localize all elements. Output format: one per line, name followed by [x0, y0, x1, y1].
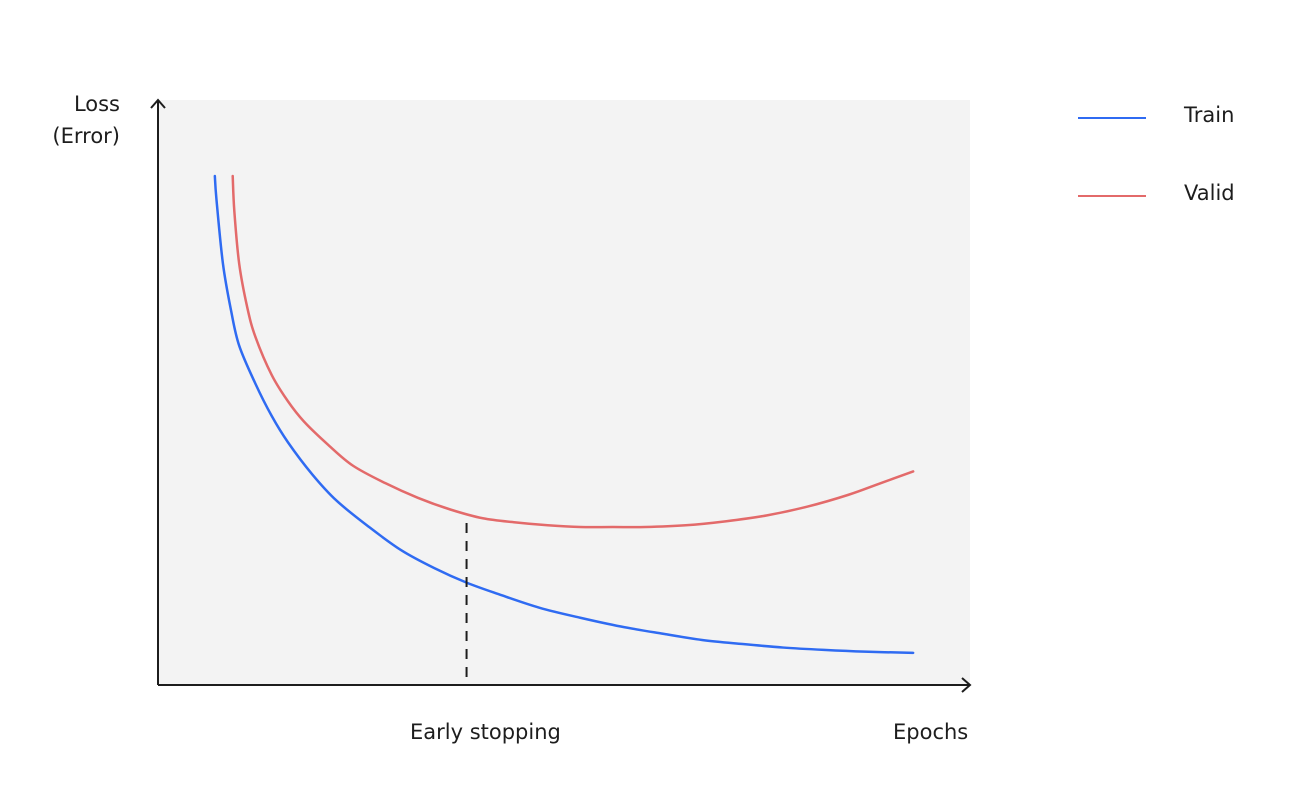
y-axis-arrow	[150, 98, 166, 109]
y-axis-label-line-2: (Error)	[52, 124, 120, 148]
y-axis-label-line-1: Loss	[73, 92, 120, 116]
early-stopping-label: Early stopping	[410, 720, 561, 744]
legend-label-train: Train	[1184, 103, 1235, 127]
plot-background	[158, 100, 970, 685]
axes	[150, 98, 972, 693]
x-axis-label: Epochs	[893, 720, 969, 744]
series-line-valid	[231, 174, 915, 529]
legend-swatch-valid	[1078, 195, 1146, 197]
y-axis-label: Loss (Error)	[40, 88, 120, 152]
series-lines	[213, 174, 915, 655]
legend-label-valid: Valid	[1184, 181, 1235, 205]
series-line-train	[213, 174, 915, 655]
x-axis-arrow	[961, 677, 972, 693]
legend-swatch-train	[1078, 117, 1146, 119]
